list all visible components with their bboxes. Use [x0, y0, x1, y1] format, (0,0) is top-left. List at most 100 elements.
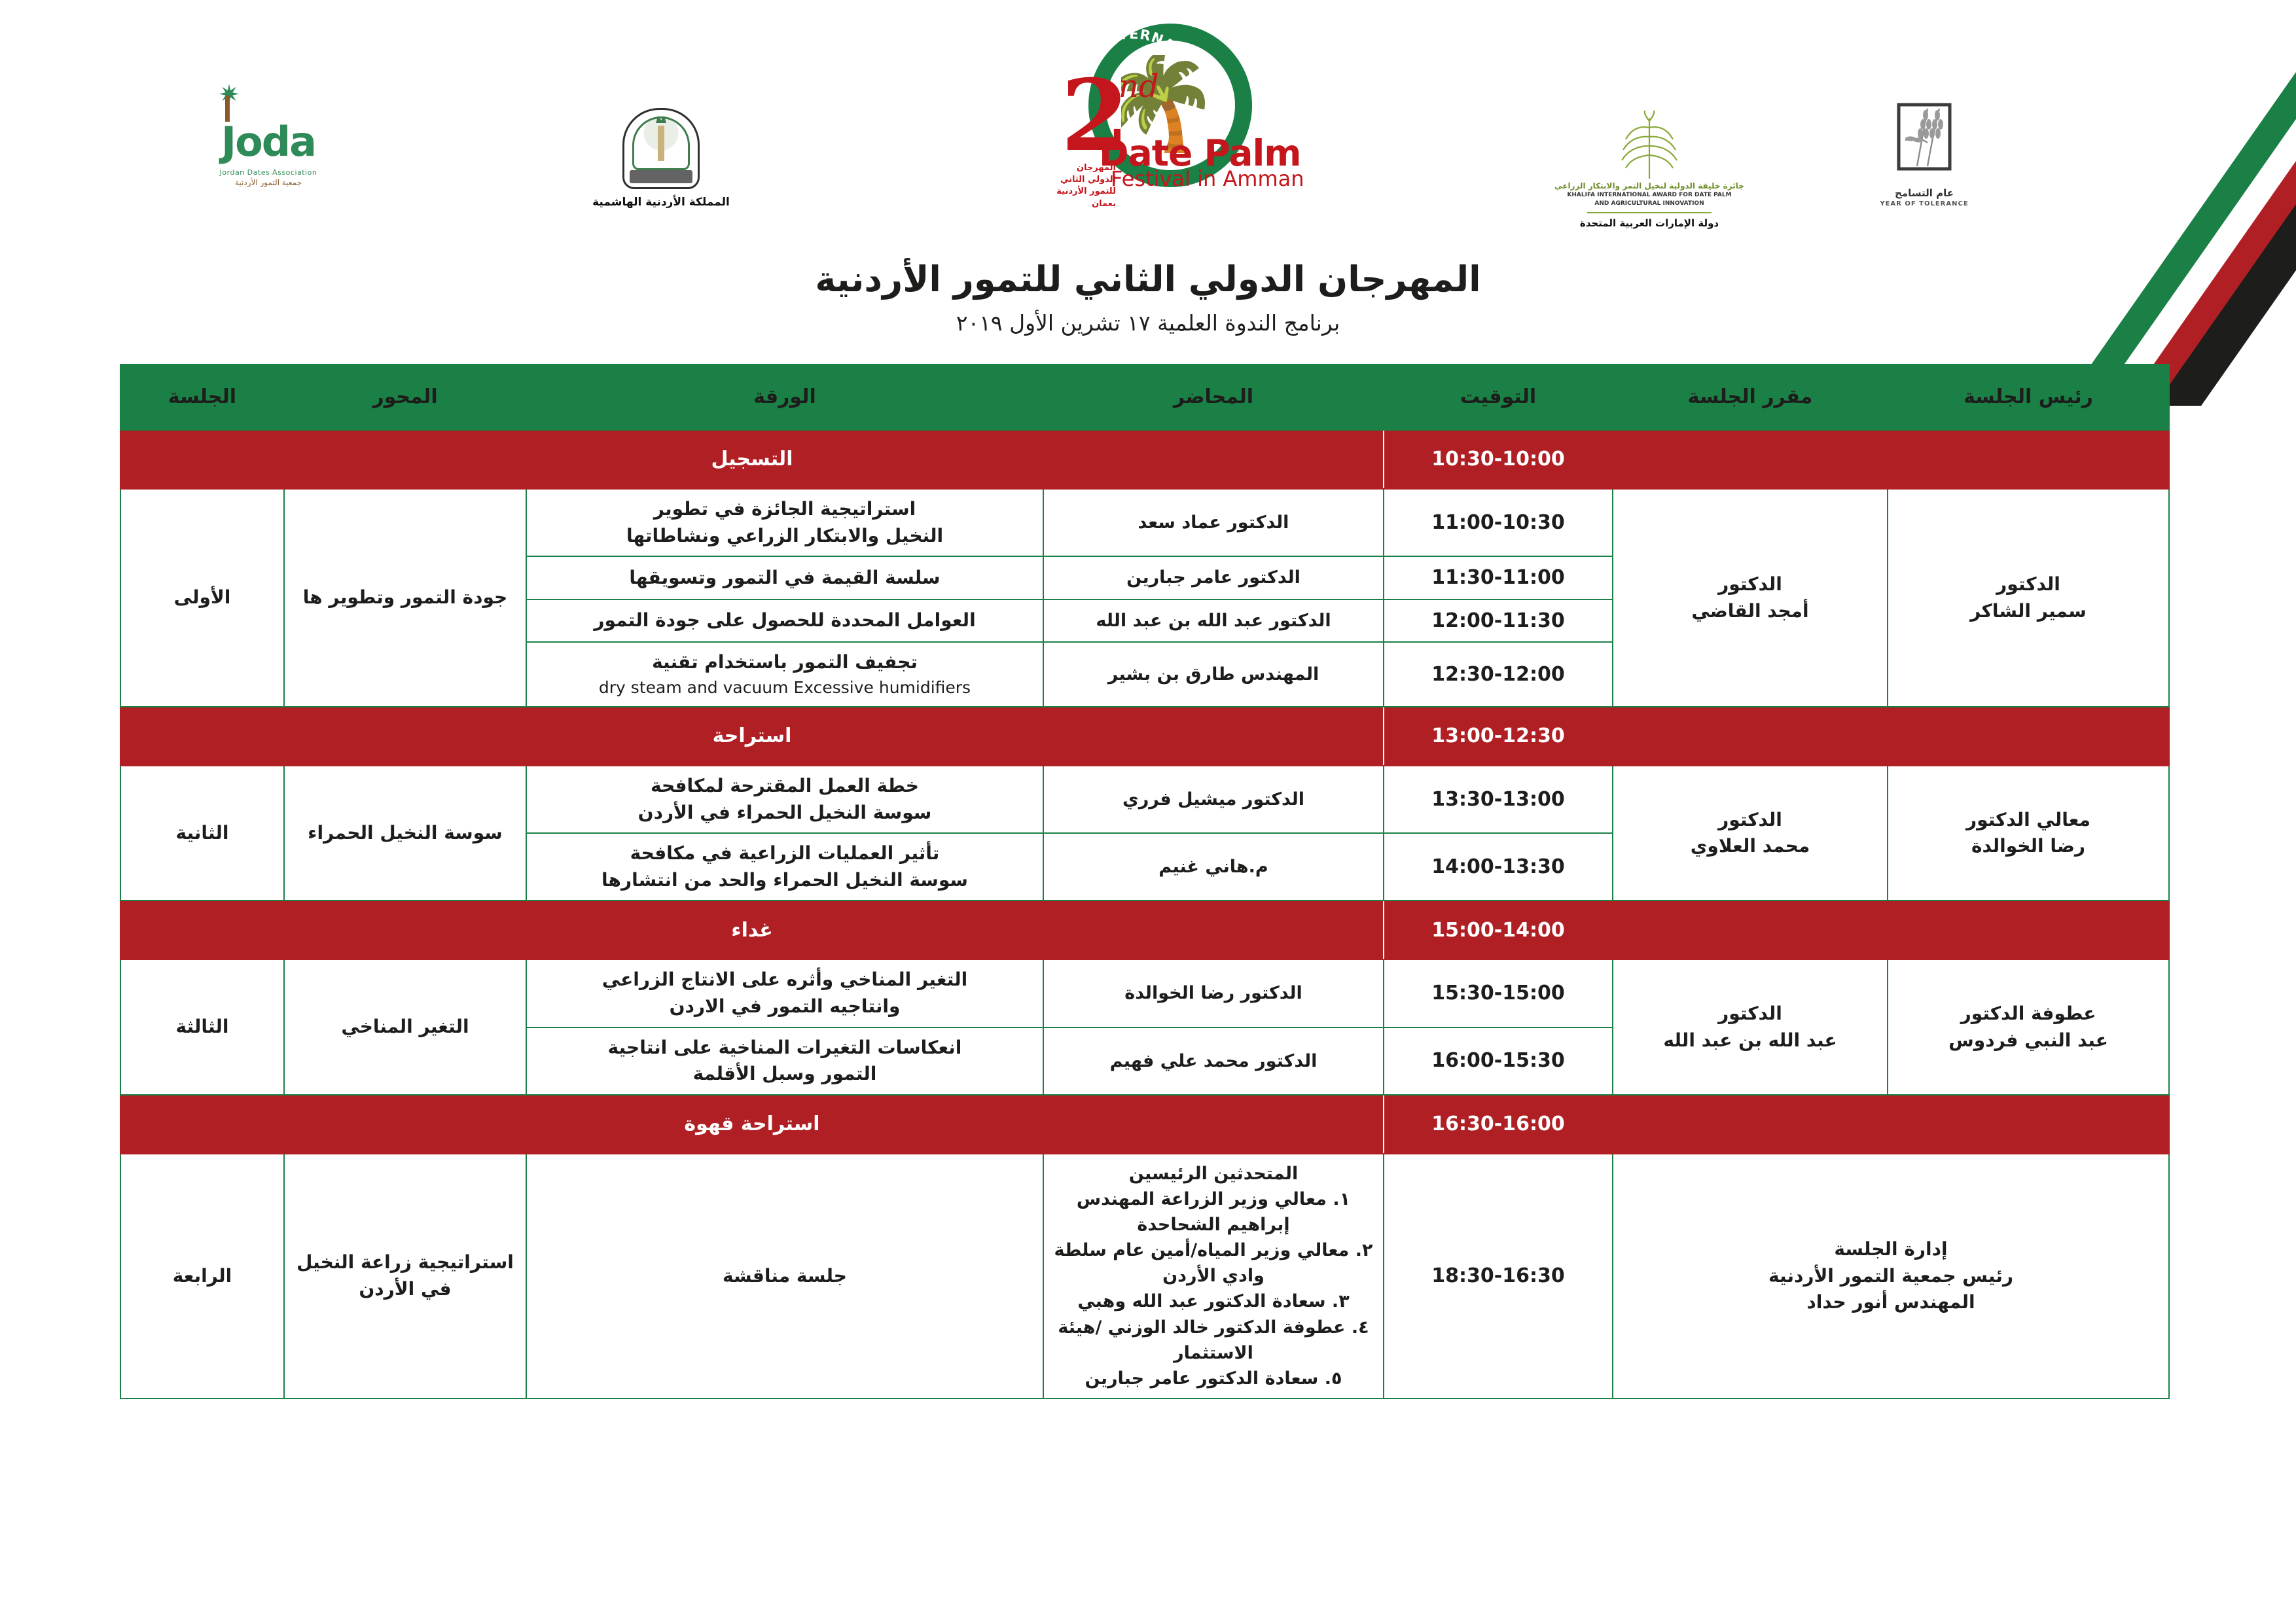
crest-base-icon: [630, 170, 692, 183]
session-3-row-2-speaker: الدكتور محمد علي فهيم: [1043, 1026, 1384, 1096]
break-time-lunch: 15:00-14:00: [1383, 900, 1613, 961]
table-row: معالي الدكتور رضا الخوالدة الدكتور محمد …: [120, 765, 2170, 902]
break-row-rest: 13:00-12:30 استراحة: [120, 706, 2170, 767]
khalifa-country-ar: دولة الإمارات العربية المتحدة: [1579, 217, 1719, 229]
session-1-reporter-line2: أمجد القاضي: [1691, 599, 1809, 622]
festival-title: Date Palm: [1099, 132, 1302, 174]
session-2-chair: معالي الدكتور رضا الخوالدة: [1887, 765, 2170, 902]
session-4-management-line3: المهندس أنور حداد: [1806, 1291, 1975, 1313]
festival-arabic-line1: المهرجان الدولي الثاني: [1060, 163, 1116, 185]
session-3-row-1-paper-line2: وانتاجيه التمور في الاردن: [669, 995, 901, 1017]
column-header-speaker: المحاضر: [1043, 364, 1384, 431]
session-2-row-1-time: 13:30-13:00: [1383, 765, 1613, 834]
break-row-registration: 10:30-10:00 التسجيل: [120, 429, 2170, 490]
khalifa-award-logo: جائزة خليفة الدولية لنخيل التمر والابتكا…: [1551, 108, 1748, 229]
session-4-speakers-heading: المتحدثين الرئيسين: [1128, 1163, 1299, 1184]
session-2-chair-line1: معالي الدكتور: [1966, 808, 2090, 830]
page-subtitle: برنامج الندوة العلمية ١٧ تشرين الأول ٢٠١…: [956, 310, 1340, 336]
break-label-coffee: استراحة قهوة: [120, 1094, 1384, 1154]
session-1-row-4-time: 12:30-12:00: [1383, 641, 1613, 708]
session-1-row-3-time: 12:00-11:30: [1383, 598, 1613, 643]
program-table: رئيس الجلسة مقرر الجلسة التوقيت المحاضر …: [120, 364, 2170, 1400]
session-1-row-4-paper-en: dry steam and vacuum Excessive humidifie…: [598, 677, 971, 697]
khalifa-palm-frond-icon: [1610, 108, 1689, 180]
session-2-row-1-paper: خطة العمل المقترحة لمكافحة سوسة النخيل ا…: [526, 765, 1044, 834]
break-row-coffee: 16:30-16:00 استراحة قهوة: [120, 1094, 2170, 1154]
session-4-speaker-item-4: ٤. عطوفة الدكتور خالد الوزني /هيئة الاست…: [1058, 1317, 1369, 1363]
page-title: المهرجان الدولي الثاني للتمور الأردنية: [815, 259, 1481, 300]
session-3-chair-line2: عبد النبي فردوس: [1948, 1029, 2108, 1051]
break-time-coffee: 16:30-16:00: [1383, 1094, 1613, 1154]
session-2-reporter-line2: محمد العلاوي: [1690, 835, 1810, 857]
session-1-row-3-paper: العوامل المحددة للحصول على جودة التمور: [526, 598, 1044, 643]
session-3-chair-line1: عطوفة الدكتور: [1960, 1003, 2096, 1024]
session-2-chair-line2: رضا الخوالدة: [1971, 835, 2086, 857]
session-4-speaker-item-1: ١. معالي وزير الزراعة المهندس إبراهيم ال…: [1076, 1188, 1351, 1236]
royal-crest-icon: [622, 108, 700, 189]
session-2-row-2-paper: تأثير العمليات الزراعية في مكافحة سوسة ا…: [526, 832, 1044, 902]
session-2-row-2-speaker: م.هاني غنيم: [1043, 832, 1384, 902]
session-2-axis: سوسة النخيل الحمراء: [283, 765, 527, 902]
session-4-management-line1: إدارة الجلسة: [1834, 1238, 1948, 1260]
session-1-row-3-speaker: الدكتور عبد الله بن عبد الله: [1043, 598, 1384, 643]
session-3-row-2-paper-line2: التمور وسبل الأقلمة: [692, 1063, 877, 1085]
session-3-row-1-time: 15:30-15:00: [1383, 959, 1613, 1028]
break-blank-left-lunch: [1612, 900, 2170, 961]
session-1-chair-line1: الدكتور: [1996, 573, 2060, 595]
crown-icon: [656, 115, 666, 123]
break-label-registration: التسجيل: [120, 429, 1384, 490]
table-header-row: رئيس الجلسة مقرر الجلسة التوقيت المحاضر …: [120, 364, 2170, 431]
festival-arabic-line2: للتمور الأردنية بعمان: [1056, 187, 1116, 209]
page-headline: المهرجان الدولي الثاني للتمور الأردنية ب…: [0, 259, 2296, 336]
session-3-reporter: الدكتور عبد الله بن عبد الله: [1612, 959, 1888, 1096]
session-1-reporter: الدكتور أمجد القاضي: [1612, 488, 1888, 708]
table-row: إدارة الجلسة رئيس جمعية التمور الأردنية …: [120, 1152, 2170, 1400]
session-4-row-1-time: 18:30-16:30: [1383, 1152, 1613, 1400]
festival-subtitle: Festival in Amman: [1111, 166, 1304, 191]
column-header-time: التوقيت: [1383, 364, 1613, 431]
joda-wordmark-text: Joda: [221, 118, 317, 166]
break-label-rest: استراحة: [120, 706, 1384, 767]
session-1-axis: جودة التمور وتطوير ها: [283, 488, 527, 708]
session-3-row-1-speaker: الدكتور رضا الخوالدة: [1043, 959, 1384, 1028]
session-2-label: الثانية: [120, 765, 285, 902]
session-4-speaker-item-2: ٢. معالي وزير المياه/أمين عام سلطة وادي …: [1054, 1240, 1373, 1287]
logo-bar: ✷ Joda Jordan Dates Association جمعية ال…: [0, 0, 2296, 262]
column-header-chair: رئيس الجلسة: [1887, 364, 2170, 431]
session-2-row-2-paper-line1: تأثير العمليات الزراعية في مكافحة: [630, 842, 940, 865]
table-row: 14:00-13:30 م.هاني غنيم تأثير العمليات ا…: [120, 832, 2169, 902]
palm-tree-icon: 🌴: [1121, 55, 1221, 153]
palm-stem-icon: [225, 96, 230, 122]
session-3-reporter-line1: الدكتور: [1718, 1003, 1782, 1024]
session-1-row-1-paper-line1: استراتيجية الجائزة في تطوير: [653, 498, 916, 520]
session-2-reporter: الدكتور محمد العلاوي: [1612, 765, 1888, 902]
session-2-row-1-paper-line1: خطة العمل المقترحة لمكافحة: [651, 775, 919, 797]
festival-ordinal-number: 2: [1061, 58, 1130, 173]
session-2-row-1-speaker: الدكتور ميشيل فرري: [1043, 765, 1384, 834]
column-header-session: الجلسة: [120, 364, 285, 431]
break-label-lunch: غداء: [120, 900, 1384, 961]
session-3-row-1-paper: التغير المناخي وأثره على الانتاج الزراعي…: [526, 959, 1044, 1028]
session-1-reporter-line1: الدكتور: [1718, 573, 1782, 595]
session-1-row-4-speaker: المهندس طارق بن بشير: [1043, 641, 1384, 708]
break-row-lunch: 15:00-14:00 غداء: [120, 900, 2170, 961]
session-1-row-1-time: 11:00-10:30: [1383, 488, 1613, 558]
session-4-management: إدارة الجلسة رئيس جمعية التمور الأردنية …: [1612, 1152, 2170, 1400]
table-row: 12:00-11:30 الدكتور عبد الله بن عبد الله…: [120, 598, 2169, 643]
column-header-axis: المحور: [283, 364, 527, 431]
session-3-reporter-line2: عبد الله بن عبد الله: [1663, 1029, 1837, 1051]
session-1-row-2-speaker: الدكتور عامر جبارين: [1043, 556, 1384, 600]
khalifa-divider: [1587, 211, 1712, 213]
table-row: عطوفة الدكتور عبد النبي فردوس الدكتور عب…: [120, 959, 2170, 1096]
kingdom-caption: المملكة الأردنية الهاشمية: [592, 196, 730, 209]
session-1-row-2-time: 11:30-11:00: [1383, 556, 1613, 600]
year-of-tolerance-logo: عام التسامح YEAR OF TOLERANCE: [1839, 98, 2009, 207]
session-2-row-2-paper-line2: سوسة النخيل الحمراء والحد من انتشارها: [601, 868, 968, 891]
festival-badge: JORDAN INTERNATIONAL 🌴 2 nd Date Palm Fe…: [1050, 20, 1304, 209]
session-3-chair: عطوفة الدكتور عبد النبي فردوس: [1887, 959, 2170, 1096]
session-4-row-1-paper: جلسة مناقشة: [526, 1152, 1044, 1400]
date-palm-festival-logo: JORDAN INTERNATIONAL 🌴 2 nd Date Palm Fe…: [1001, 20, 1316, 209]
break-time-registration: 10:30-10:00: [1383, 429, 1613, 490]
session-1-chair-line2: سمير الشاكر: [1970, 599, 2087, 622]
session-1-row-4-paper: تجفيف التمور باستخدام تقنية dry steam an…: [526, 641, 1044, 708]
